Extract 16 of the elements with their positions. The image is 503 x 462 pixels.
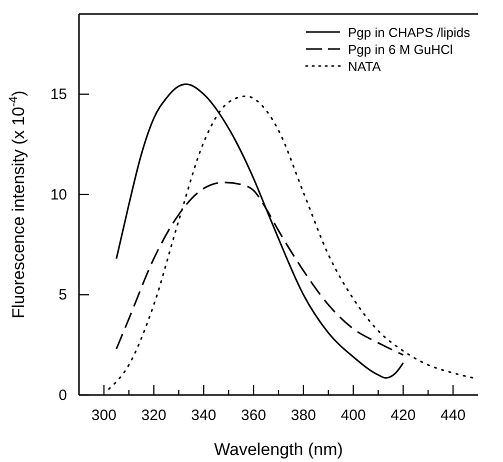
x-tick-label: 320: [141, 407, 166, 424]
x-tick-label: 340: [191, 407, 216, 424]
y-tick-label: 10: [50, 186, 67, 204]
legend-label: Pgp in 6 M GuHCl: [348, 42, 453, 57]
legend-label: Pgp in CHAPS /lipids: [348, 25, 471, 40]
x-tick-label: 420: [390, 407, 416, 424]
x-tick-label: 300: [91, 407, 116, 424]
x-axis-title: Wavelength (nm): [214, 440, 343, 459]
y-tick-label: 15: [50, 86, 67, 104]
legend-label: NATA: [348, 59, 382, 74]
x-tick-label: 400: [340, 407, 366, 424]
x-tick-label: 380: [290, 407, 316, 424]
y-tick-label: 5: [58, 286, 67, 304]
x-tick-label: 440: [440, 407, 466, 424]
y-tick-label: 0: [58, 387, 67, 404]
x-tick-label: 360: [241, 407, 266, 424]
